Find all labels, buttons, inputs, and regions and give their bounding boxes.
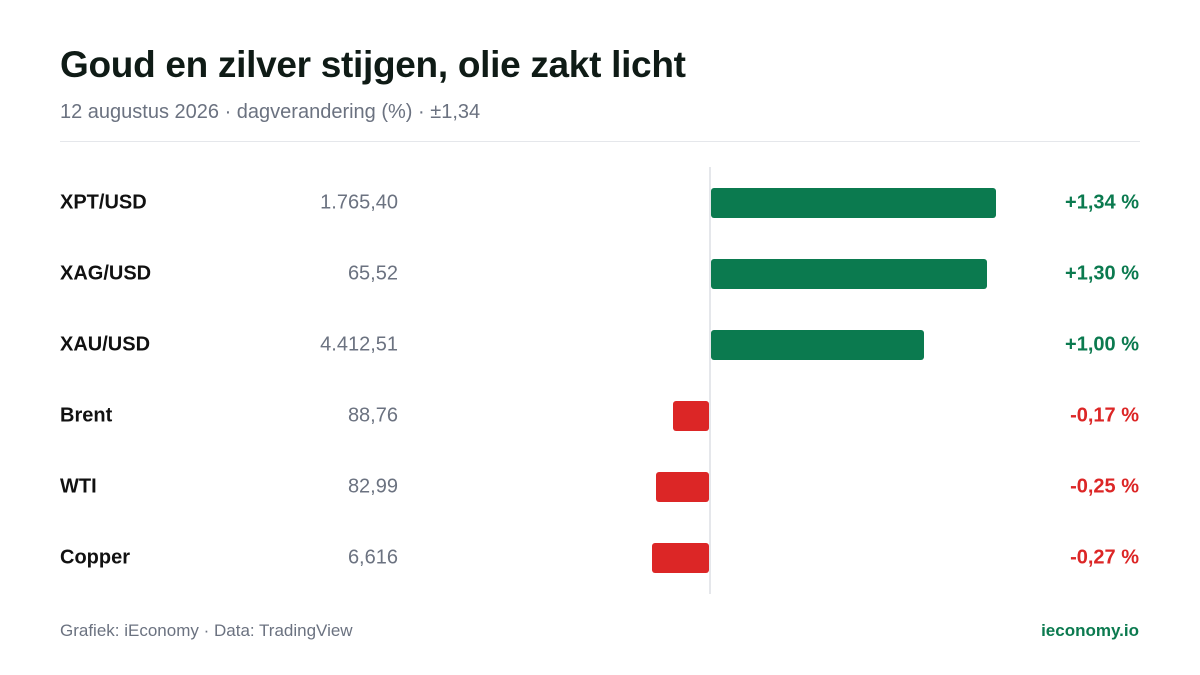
chart-row: WTI 82,99 -0,25 %	[0, 457, 1200, 517]
bar-positive	[711, 188, 996, 218]
bar-positive	[711, 330, 924, 360]
category-label: XPT/USD	[60, 191, 147, 214]
chart-row: XPT/USD 1.765,40 +1,34 %	[0, 173, 1200, 233]
value-label: -0,27 %	[1070, 546, 1139, 569]
chart-row: XAG/USD 65,52 +1,30 %	[0, 244, 1200, 304]
value-label: +1,34 %	[1065, 191, 1139, 214]
chart-subtitle: 12 augustus 2026 · dagverandering (%) · …	[60, 101, 481, 123]
bar-negative	[672, 401, 709, 431]
category-label: WTI	[60, 475, 97, 498]
bar-negative	[651, 543, 709, 573]
value-label: -0,17 %	[1070, 404, 1139, 427]
price-label: 4.412,51	[320, 333, 398, 356]
bar-positive	[711, 259, 988, 289]
category-label: XAG/USD	[60, 262, 152, 285]
zero-axis-line	[709, 167, 711, 594]
chart-row: XAU/USD 4.412,51 +1,00 %	[0, 315, 1200, 375]
value-label: +1,30 %	[1065, 262, 1139, 285]
price-label: 1.765,40	[320, 191, 398, 214]
source-credit: Grafiek: iEconomy · Data: TradingView	[60, 621, 353, 640]
chart-row: Brent 88,76 -0,17 %	[0, 386, 1200, 446]
value-label: -0,25 %	[1070, 475, 1139, 498]
header-divider	[60, 141, 1140, 142]
category-label: Brent	[60, 404, 113, 427]
price-label: 82,99	[347, 475, 398, 498]
chart-row: Copper 6,616 -0,27 %	[0, 528, 1200, 588]
category-label: Copper	[60, 546, 130, 569]
brand-link[interactable]: ieconomy.io	[1041, 621, 1139, 640]
value-label: +1,00 %	[1065, 333, 1139, 356]
bar-negative	[655, 472, 709, 502]
category-label: XAU/USD	[60, 333, 151, 356]
price-label: 65,52	[347, 262, 398, 285]
price-label: 6,616	[347, 546, 398, 569]
chart-title: Goud en zilver stijgen, olie zakt licht	[60, 44, 686, 85]
price-label: 88,76	[347, 404, 398, 427]
